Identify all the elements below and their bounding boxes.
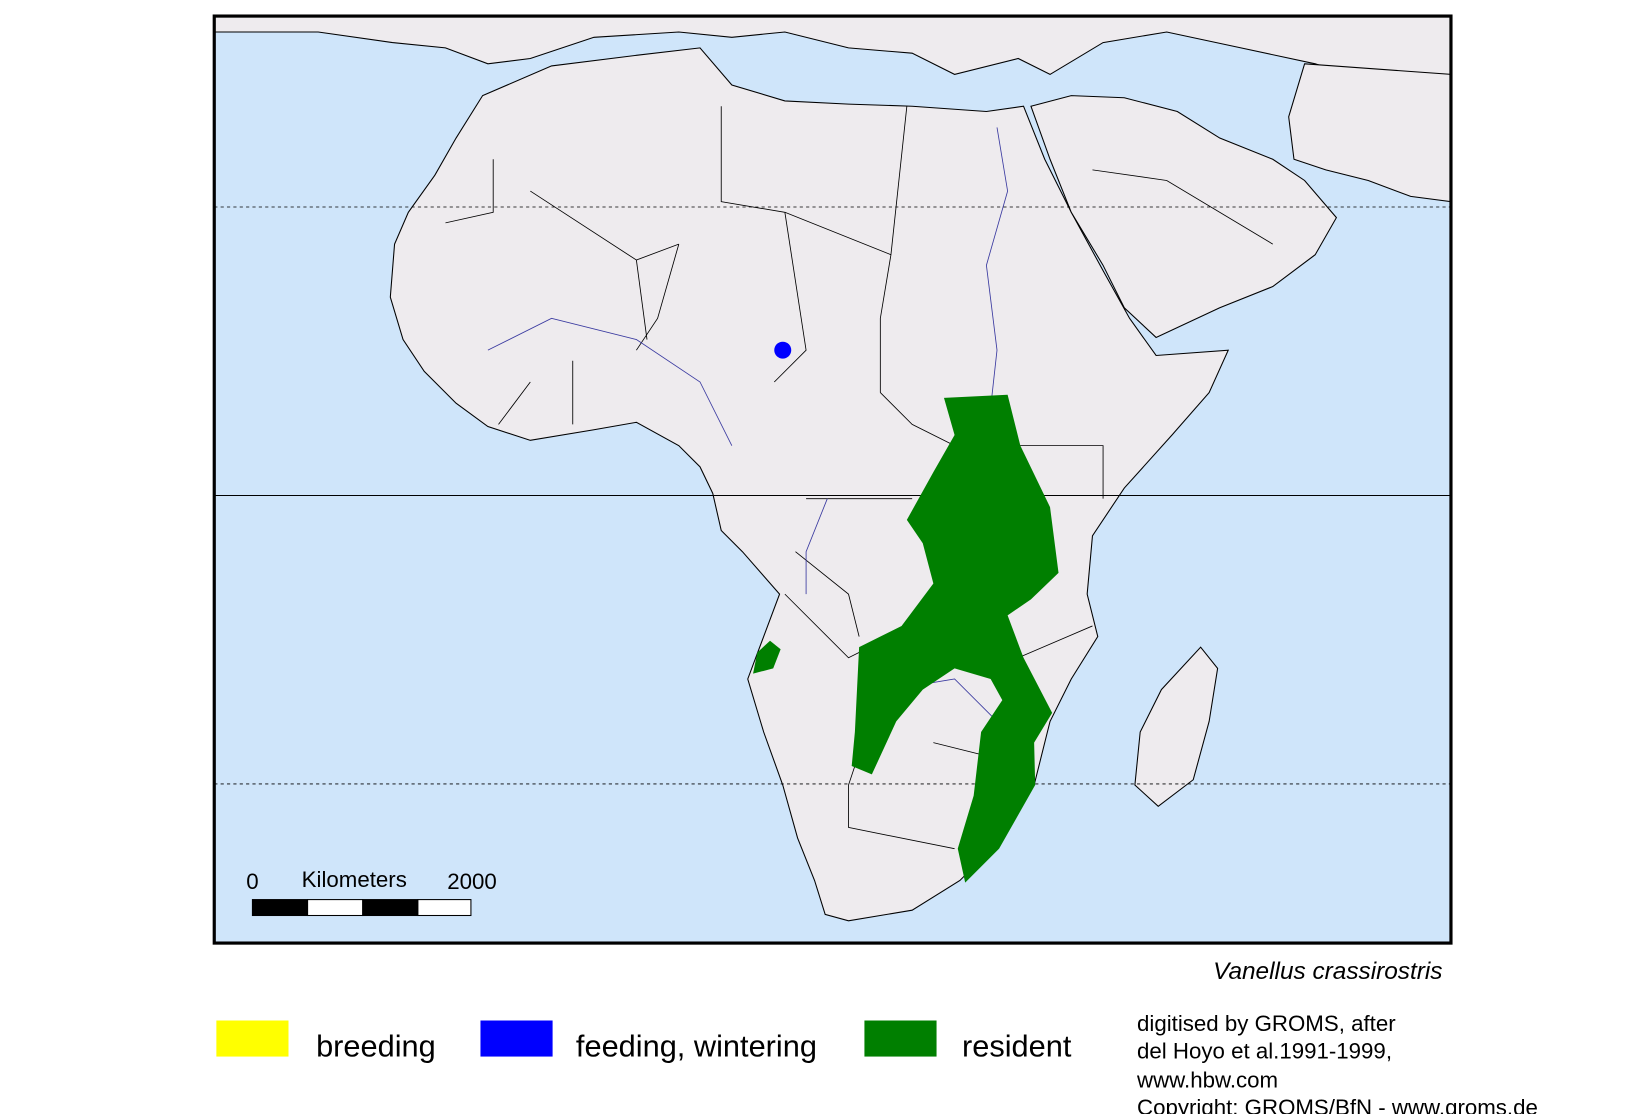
scale-start: 0: [246, 869, 258, 894]
credit-line: del Hoyo et al.1991-1999,: [1137, 1039, 1392, 1064]
range-layer: [753, 341, 1059, 883]
legend-label: feeding, wintering: [576, 1029, 817, 1064]
legend-label: breeding: [316, 1029, 436, 1064]
legend-swatch: [480, 1020, 553, 1057]
map-frame: [212, 14, 1453, 945]
legend: breeding feeding, wintering resident: [216, 1020, 1072, 1064]
credit-line: www.hbw.com: [1136, 1067, 1278, 1092]
species-name: Vanellus crassirostris: [1213, 958, 1442, 985]
credit-line: Copyright: GROMS/BfN - www.groms.de: [1137, 1095, 1538, 1114]
frame-border: [212, 14, 1453, 945]
legend-label: resident: [962, 1029, 1072, 1064]
scale-unit: Kilometers: [302, 867, 407, 892]
scale-segment: [417, 899, 472, 917]
arabia: [1030, 95, 1338, 339]
credit-line: digitised by GROMS, after: [1137, 1011, 1396, 1036]
scale-end: 2000: [447, 869, 497, 894]
madagascar: [1134, 646, 1219, 807]
rivers: [487, 127, 1019, 743]
scale-segment: [307, 899, 364, 917]
credits: digitised by GROMS, after del Hoyo et al…: [1136, 1011, 1538, 1114]
scale-segment: [251, 899, 309, 917]
country-borders: [445, 106, 1273, 850]
scale-bar: 0 Kilometers 2000: [246, 867, 497, 917]
scale-segment: [362, 899, 419, 917]
legend-swatch: [216, 1020, 289, 1057]
resident-range: [851, 394, 1059, 883]
feeding-site: [774, 341, 792, 359]
legend-swatch: [864, 1020, 937, 1057]
resident-range: [753, 640, 781, 674]
